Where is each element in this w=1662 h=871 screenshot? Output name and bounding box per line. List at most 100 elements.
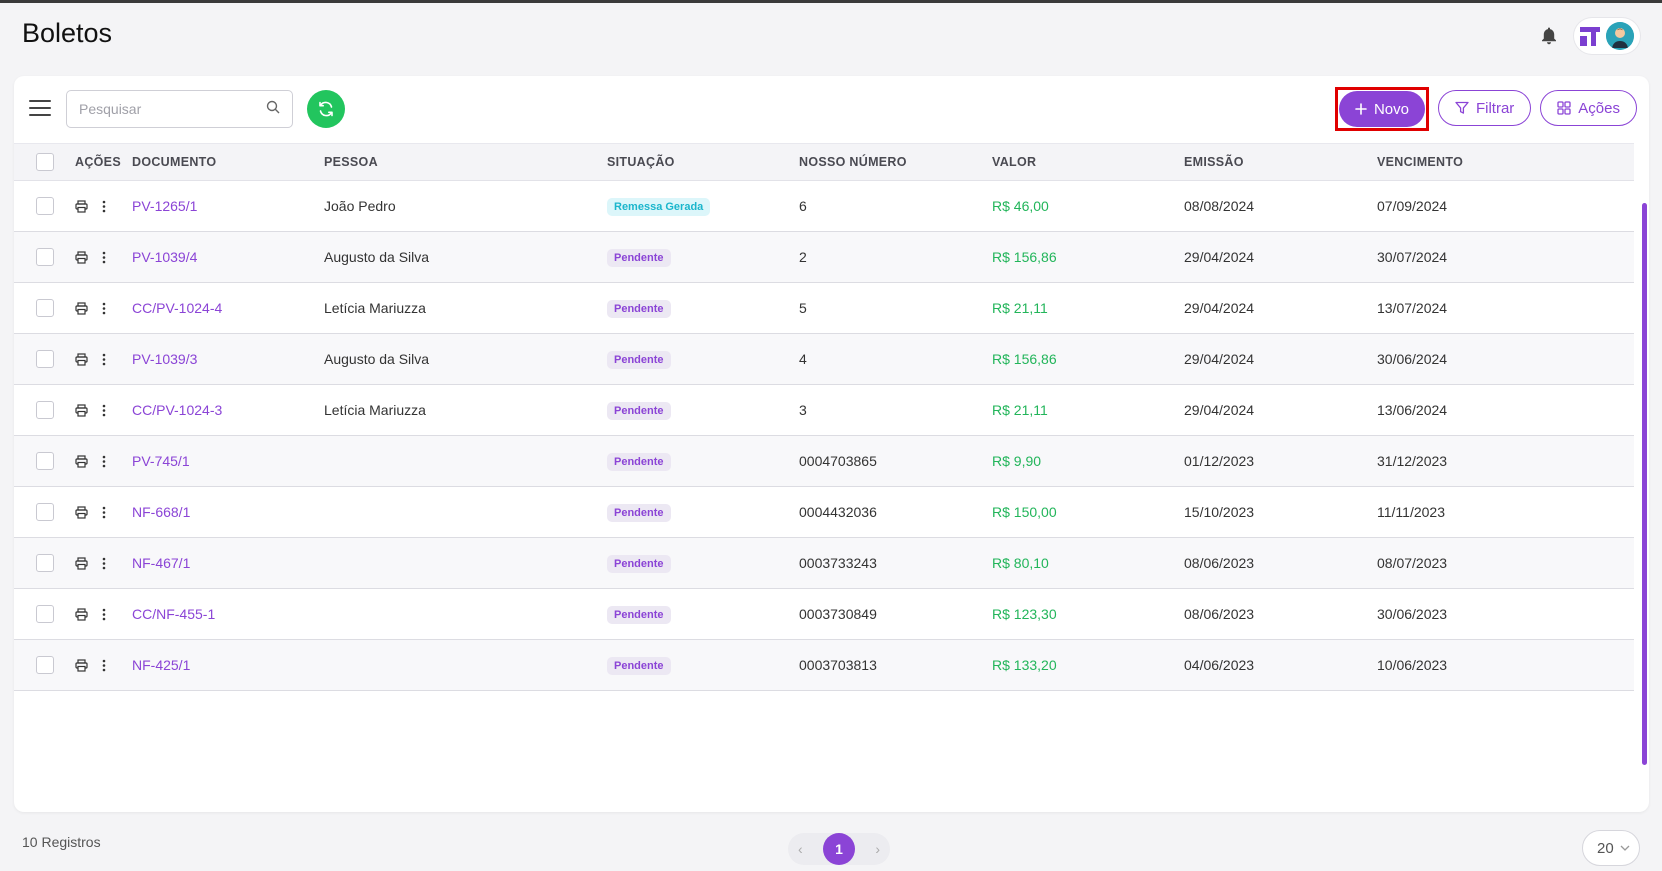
- documento-link[interactable]: CC/PV-1024-3: [132, 402, 223, 418]
- col-situacao[interactable]: SITUAÇÃO: [607, 143, 799, 181]
- table-row[interactable]: CC/PV-1024-3 Letícia Mariuzza Pendente 3 R$ …: [14, 384, 1634, 436]
- table-row[interactable]: NF-467/1 Pendente 0003733243 R$ 80,10 08/06/…: [14, 537, 1634, 589]
- print-icon[interactable]: [75, 658, 88, 672]
- row-checkbox[interactable]: [36, 452, 54, 471]
- col-valor[interactable]: VALOR: [992, 143, 1184, 181]
- user-menu[interactable]: [1574, 18, 1640, 54]
- chevron-down-icon: [1620, 845, 1630, 851]
- documento-link[interactable]: PV-1039/3: [132, 351, 198, 367]
- documento-link[interactable]: NF-467/1: [132, 555, 191, 571]
- more-options-icon[interactable]: [102, 659, 106, 672]
- documento-link[interactable]: NF-425/1: [132, 657, 191, 673]
- table-row[interactable]: PV-1265/1 João Pedro Remessa Gerada 6 R$ 46,…: [14, 180, 1634, 232]
- vencimento-cell: 11/11/2023: [1377, 486, 1634, 538]
- pessoa-cell: [324, 486, 607, 538]
- row-checkbox[interactable]: [36, 299, 54, 318]
- refresh-button[interactable]: [307, 90, 345, 128]
- more-options-icon[interactable]: [102, 608, 106, 621]
- status-badge: Remessa Gerada: [607, 197, 711, 216]
- col-nosso-numero[interactable]: NOSSO NÚMERO: [799, 143, 992, 181]
- print-icon[interactable]: [75, 199, 88, 213]
- row-checkbox[interactable]: [36, 401, 54, 420]
- col-vencimento[interactable]: VENCIMENTO: [1377, 143, 1634, 181]
- more-options-icon[interactable]: [102, 455, 106, 468]
- status-badge: Pendente: [607, 401, 671, 420]
- more-options-icon[interactable]: [102, 251, 106, 264]
- filter-icon: [1455, 101, 1469, 114]
- row-checkbox[interactable]: [36, 605, 54, 624]
- more-options-icon[interactable]: [102, 557, 106, 570]
- print-icon[interactable]: [75, 301, 88, 315]
- page-button-current[interactable]: 1: [823, 833, 855, 865]
- footer: 10 Registros ‹ 1 › 20: [0, 820, 1662, 871]
- table-container: AÇÕES DOCUMENTO PESSOA SITUAÇÃO NOSSO NÚ…: [14, 143, 1649, 765]
- table-row[interactable]: NF-425/1 Pendente 0003703813 R$ 133,20 04/06…: [14, 639, 1634, 691]
- row-checkbox[interactable]: [36, 554, 54, 573]
- print-icon[interactable]: [75, 250, 88, 264]
- bell-icon[interactable]: [1540, 27, 1558, 45]
- table-row[interactable]: PV-745/1 Pendente 0004703865 R$ 9,90 01/12/2…: [14, 435, 1634, 487]
- search-input[interactable]: [79, 101, 266, 117]
- table-row[interactable]: CC/PV-1024-4 Letícia Mariuzza Pendente 5 R$ …: [14, 282, 1634, 334]
- col-documento[interactable]: DOCUMENTO: [132, 143, 324, 181]
- row-checkbox[interactable]: [36, 248, 54, 267]
- row-actions: [75, 454, 132, 468]
- new-button-label: Novo: [1373, 100, 1409, 118]
- row-checkbox[interactable]: [36, 503, 54, 522]
- emissao-cell: 29/04/2024: [1184, 384, 1377, 436]
- vertical-scrollbar[interactable]: [1642, 203, 1647, 765]
- nosso-numero-cell: 0003730849: [799, 588, 992, 640]
- row-checkbox[interactable]: [36, 350, 54, 369]
- nosso-numero-cell: 5: [799, 282, 992, 334]
- documento-link[interactable]: PV-1265/1: [132, 198, 198, 214]
- more-options-icon[interactable]: [102, 506, 106, 519]
- valor-cell: R$ 156,86: [992, 231, 1184, 283]
- prev-page-icon[interactable]: ‹: [798, 841, 803, 857]
- table-row[interactable]: PV-1039/4 Augusto da Silva Pendente 2 R$ 156…: [14, 231, 1634, 283]
- more-options-icon[interactable]: [102, 404, 106, 417]
- header-right: [1540, 18, 1640, 54]
- pessoa-cell: [324, 435, 607, 487]
- print-icon[interactable]: [75, 505, 88, 519]
- row-checkbox[interactable]: [36, 197, 54, 216]
- filter-button[interactable]: Filtrar: [1437, 90, 1532, 126]
- menu-icon[interactable]: [29, 100, 51, 118]
- valor-cell: R$ 46,00: [992, 180, 1184, 232]
- pessoa-cell: Letícia Mariuzza: [324, 384, 607, 436]
- documento-link[interactable]: CC/PV-1024-4: [132, 300, 223, 316]
- documento-link[interactable]: PV-745/1: [132, 453, 190, 469]
- records-count: 10 Registros: [22, 834, 101, 850]
- table-row[interactable]: CC/NF-455-1 Pendente 0003730849 R$ 123,30 08…: [14, 588, 1634, 640]
- search-icon[interactable]: [266, 100, 280, 119]
- nosso-numero-cell: 2: [799, 231, 992, 283]
- print-icon[interactable]: [75, 607, 88, 621]
- table-row[interactable]: NF-668/1 Pendente 0004432036 R$ 150,00 15/10…: [14, 486, 1634, 538]
- table-row[interactable]: PV-1039/3 Augusto da Silva Pendente 4 R$ 156…: [14, 333, 1634, 385]
- documento-link[interactable]: CC/NF-455-1: [132, 606, 216, 622]
- documento-link[interactable]: NF-668/1: [132, 504, 191, 520]
- nosso-numero-cell: 4: [799, 333, 992, 385]
- col-emissao[interactable]: EMISSÃO: [1184, 143, 1377, 181]
- print-icon[interactable]: [75, 454, 88, 468]
- status-badge: Pendente: [607, 656, 671, 675]
- new-button[interactable]: Novo: [1338, 91, 1425, 127]
- valor-cell: R$ 123,30: [992, 588, 1184, 640]
- more-options-icon[interactable]: [102, 302, 106, 315]
- print-icon[interactable]: [75, 556, 88, 570]
- vencimento-cell: 13/07/2024: [1377, 282, 1634, 334]
- print-icon[interactable]: [75, 352, 88, 366]
- row-checkbox[interactable]: [36, 656, 54, 675]
- documento-link[interactable]: PV-1039/4: [132, 249, 198, 265]
- pessoa-cell: [324, 588, 607, 640]
- valor-cell: R$ 9,90: [992, 435, 1184, 487]
- print-icon[interactable]: [75, 403, 88, 417]
- more-options-icon[interactable]: [102, 353, 106, 366]
- col-pessoa[interactable]: PESSOA: [324, 143, 607, 181]
- per-page-select[interactable]: 20: [1582, 830, 1640, 866]
- nosso-numero-cell: 0004432036: [799, 486, 992, 538]
- more-options-icon[interactable]: [102, 200, 106, 213]
- row-actions: [75, 658, 132, 672]
- actions-button[interactable]: Ações: [1540, 90, 1637, 126]
- next-page-icon[interactable]: ›: [875, 841, 880, 857]
- select-all-checkbox[interactable]: [36, 153, 54, 171]
